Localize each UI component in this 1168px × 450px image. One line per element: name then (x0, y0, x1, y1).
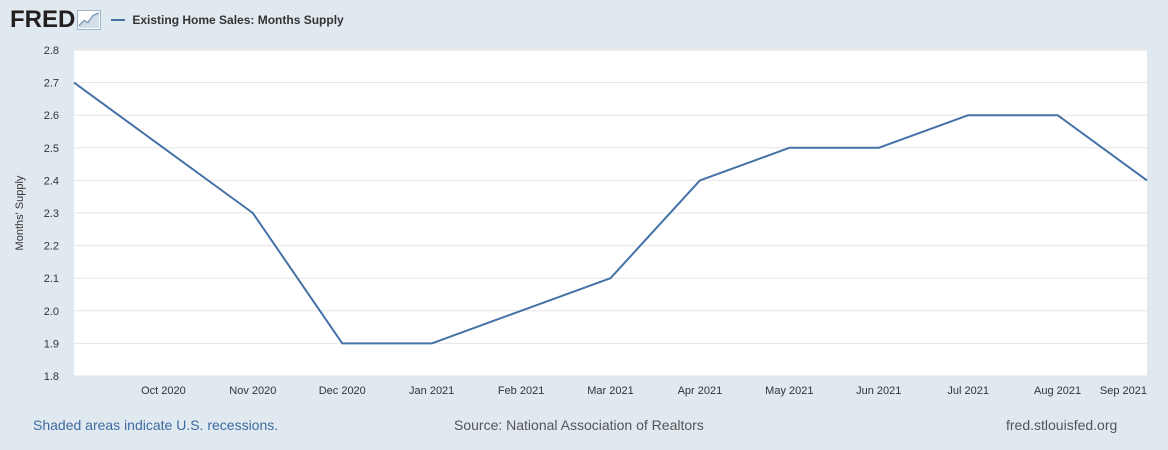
x-tick-label: Oct 2020 (141, 385, 186, 397)
legend-swatch (111, 19, 126, 21)
y-tick-label: 2.8 (44, 45, 59, 57)
x-tick-label: Jun 2021 (856, 385, 901, 397)
x-tick-label: Sep 2021 (1100, 385, 1147, 397)
x-tick-label: Aug 2021 (1034, 385, 1081, 397)
source-note: Source: National Association of Realtors (454, 417, 704, 433)
x-tick-label: Mar 2021 (587, 385, 633, 397)
y-tick-label: 2.3 (44, 208, 59, 220)
recession-note-link[interactable]: Shaded areas indicate U.S. recessions. (33, 417, 279, 433)
fred-logo[interactable]: FRED (10, 6, 102, 34)
y-tick-label: 1.8 (44, 371, 59, 383)
chart-header: FRED Existing Home Sales: Months Supply (10, 6, 344, 34)
y-axis-label: Months' Supply (14, 175, 26, 250)
y-tick-label: 2.4 (44, 175, 59, 187)
chart-legend: Existing Home Sales: Months Supply (111, 13, 344, 27)
x-tick-label: Feb 2021 (498, 385, 544, 397)
y-tick-label: 2.2 (44, 241, 59, 253)
fred-logo-text: FRED (10, 6, 76, 33)
legend-label: Existing Home Sales: Months Supply (132, 13, 344, 27)
x-tick-label: Apr 2021 (678, 385, 723, 397)
x-tick-label: May 2021 (765, 385, 813, 397)
x-axis-ticks: Oct 2020 Nov 2020 Dec 2020 Jan 2021 Feb 2021… (141, 385, 1147, 397)
series-line[interactable] (73, 81, 1148, 345)
y-axis-ticks: 1.8 1.9 2.0 2.1 2.2 2.3 2.4 2.5 2.6 2.7 2.8 (44, 45, 59, 383)
x-tick-label: Jul 2021 (947, 385, 989, 397)
x-tick-label: Dec 2020 (319, 385, 366, 397)
y-tick-label: 2.1 (44, 273, 59, 285)
fred-graph-icon (77, 10, 102, 30)
y-tick-label: 2.6 (44, 110, 59, 122)
y-tick-label: 2.7 (44, 78, 59, 90)
x-tick-label: Jan 2021 (409, 385, 454, 397)
y-tick-label: 2.5 (44, 143, 59, 155)
site-url[interactable]: fred.stlouisfed.org (1006, 417, 1118, 433)
y-tick-label: 2.0 (44, 306, 59, 318)
x-tick-label: Nov 2020 (229, 385, 276, 397)
series-group (73, 81, 1148, 345)
y-tick-label: 1.9 (44, 338, 59, 350)
